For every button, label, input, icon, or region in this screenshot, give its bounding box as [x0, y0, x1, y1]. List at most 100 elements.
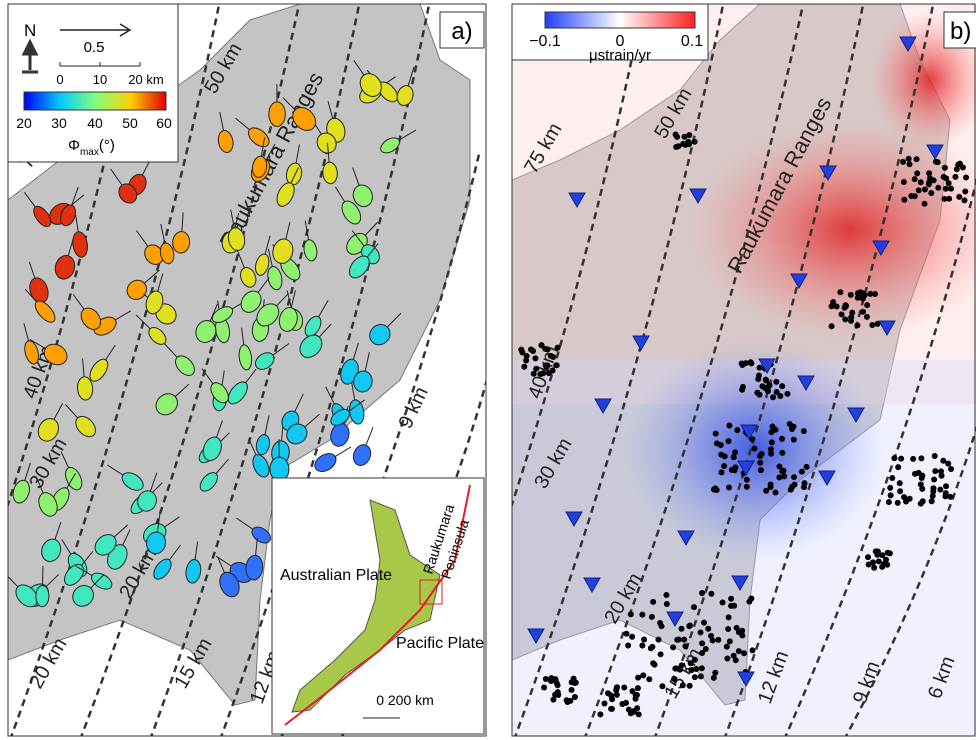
earthquake [629, 634, 635, 640]
earthquake [830, 299, 836, 305]
earthquake [555, 345, 561, 351]
earthquake [614, 692, 620, 698]
earthquake [889, 475, 895, 481]
earthquake [935, 185, 941, 191]
earthquake [932, 468, 938, 474]
earthquake [650, 599, 656, 605]
earthquake [726, 614, 732, 620]
earthquake [635, 685, 641, 691]
earthquake [963, 174, 969, 180]
earthquake [758, 467, 764, 473]
earthquake [938, 468, 944, 474]
earthquake [768, 429, 774, 435]
earthquake [918, 501, 924, 507]
earthquake [640, 672, 646, 678]
colorbar [545, 12, 695, 28]
earthquake [779, 450, 785, 456]
earthquake [554, 362, 560, 368]
earthquake [867, 291, 873, 297]
earthquake [631, 708, 637, 714]
earthquake [746, 599, 752, 605]
earthquake [895, 500, 901, 506]
earthquake [804, 464, 810, 470]
earthquake [895, 464, 901, 470]
earthquake [757, 365, 763, 371]
earthquake [900, 159, 906, 165]
colorbar-title: μstrain/yr [589, 47, 651, 64]
earthquake [956, 194, 962, 200]
earthquake [736, 629, 742, 635]
earthquake [521, 364, 527, 370]
earthquake [870, 559, 876, 565]
earthquake [918, 179, 924, 185]
earthquake [635, 675, 641, 681]
earthquake [614, 684, 620, 690]
anisotropy-ellipse [36, 585, 49, 606]
earthquake [829, 323, 835, 329]
earthquake [946, 180, 952, 186]
earthquake [842, 316, 848, 322]
earthquake [962, 188, 968, 194]
earthquake [675, 143, 681, 149]
earthquake [725, 626, 731, 632]
earthquake [543, 676, 549, 682]
earthquake [712, 670, 718, 676]
earthquake [692, 674, 698, 680]
earthquake [801, 484, 807, 490]
earthquake [843, 303, 849, 309]
earthquake [865, 554, 871, 560]
earthquake [605, 690, 611, 696]
earthquake [914, 170, 920, 176]
earthquake [698, 673, 704, 679]
earthquake [960, 164, 966, 170]
earthquake [891, 455, 897, 461]
earthquake [947, 494, 953, 500]
earthquake [932, 453, 938, 459]
earthquake [799, 469, 805, 475]
earthquake [855, 295, 861, 301]
earthquake [755, 376, 761, 382]
earthquake [788, 487, 794, 493]
earthquake [768, 484, 774, 490]
earthquake [699, 665, 705, 671]
earthquake [649, 644, 655, 650]
colorbar-tick: 50 [122, 115, 138, 131]
earthquake [681, 637, 687, 643]
earthquake [621, 684, 627, 690]
earthquake [751, 446, 757, 452]
earthquake [901, 179, 907, 185]
earthquake [734, 427, 740, 433]
earthquake [864, 314, 870, 320]
earthquake [686, 132, 692, 138]
earthquake [777, 393, 783, 399]
earthquake [715, 637, 721, 643]
earthquake [926, 170, 932, 176]
earthquake [655, 637, 661, 643]
earthquake [714, 487, 720, 493]
earthquake [739, 360, 745, 366]
earthquake [705, 626, 711, 632]
earthquake [948, 186, 954, 192]
earthquake [770, 394, 776, 400]
earthquake [948, 466, 954, 472]
earthquake [628, 611, 634, 617]
earthquake [886, 499, 892, 505]
earthquake [608, 706, 614, 712]
earthquake [659, 683, 665, 689]
earthquake [708, 591, 714, 597]
earthquake [773, 490, 779, 496]
earthquake [914, 156, 920, 162]
earthquake [623, 700, 629, 706]
earthquake [888, 492, 894, 498]
earthquake [528, 346, 534, 352]
earthquake [641, 636, 647, 642]
inset: Australian Plate Pacific Plate Raukumara… [272, 478, 484, 734]
earthquake [759, 383, 765, 389]
plate-label: Australian Plate [280, 567, 392, 584]
earthquake [703, 646, 709, 652]
earthquake [792, 482, 798, 488]
earthquake [922, 201, 928, 207]
earthquake [801, 428, 807, 434]
earthquake [671, 676, 677, 682]
earthquake [898, 456, 904, 462]
